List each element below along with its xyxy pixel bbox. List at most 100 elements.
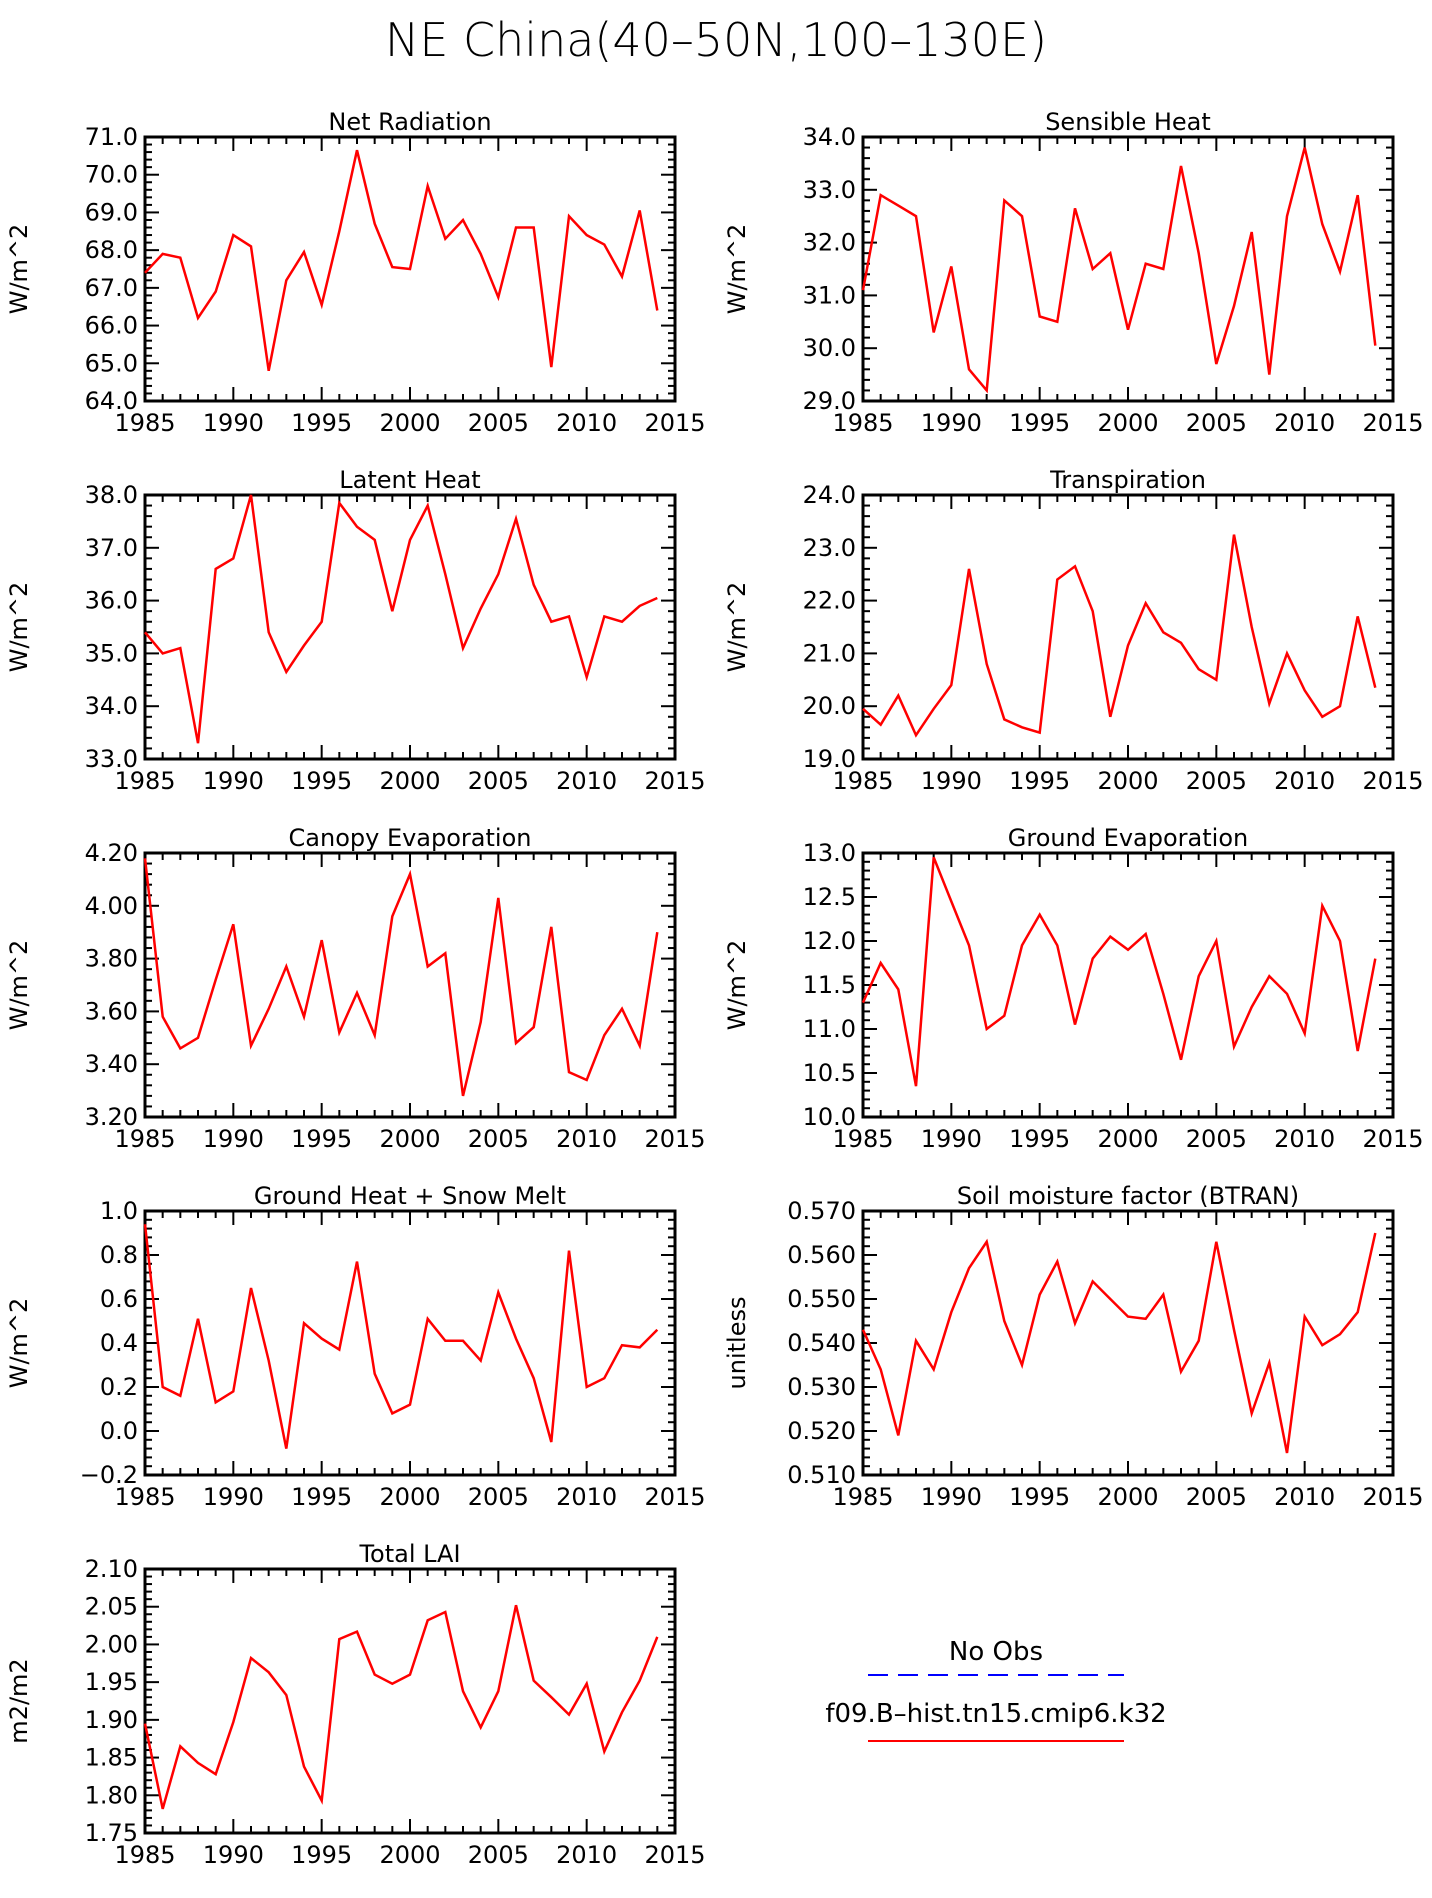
chart-3-title: Transpiration: [1049, 466, 1206, 494]
chart-3-xtick-label: 1990: [921, 767, 982, 795]
chart-7-xtick-label: 2015: [1362, 1483, 1423, 1511]
chart-6-ytick-label: −0.2: [80, 1461, 138, 1489]
chart-7-xtick-label: 2010: [1274, 1483, 1335, 1511]
chart-8-xtick-label: 1990: [203, 1841, 264, 1869]
chart-3-xtick-label: 2005: [1186, 767, 1247, 795]
chart-4-ytick-label: 3.80: [85, 945, 138, 973]
chart-2-ytick-label: 34.0: [85, 692, 138, 720]
chart-0-series-0-line: [144, 149, 659, 372]
chart-3-ytick-label: 19.0: [803, 745, 856, 773]
chart-5-ytick-label: 11.0: [803, 1015, 856, 1043]
chart-0-xtick-label: 2005: [468, 409, 529, 437]
chart-5-xtick-label: 2000: [1097, 1125, 1158, 1153]
chart-5-frame: [861, 851, 1395, 1119]
chart-6-ytick-label: 0.2: [100, 1373, 138, 1401]
chart-7-ytick-label: 0.520: [787, 1417, 856, 1445]
chart-4-frame: [143, 851, 677, 1119]
chart-4-ylabel: W/m^2: [5, 940, 33, 1031]
chart-0-ytick-label: 67.0: [85, 274, 138, 302]
chart-0-ytick-label: 69.0: [85, 198, 138, 226]
chart-3-xtick-label: 1995: [1009, 767, 1070, 795]
chart-8-ytick-label: 1.95: [85, 1668, 138, 1696]
chart-5-xtick-label: 1990: [921, 1125, 982, 1153]
chart-3-ylabel: W/m^2: [723, 582, 751, 673]
chart-3-ytick-label: 24.0: [803, 481, 856, 509]
chart-4-ytick-label: 3.40: [85, 1050, 138, 1078]
chart-0-ytick-label: 66.0: [85, 312, 138, 340]
chart-5-ytick-label: 10.0: [803, 1103, 856, 1131]
chart-5-ytick-label: 11.5: [803, 971, 856, 999]
chart-1-ytick-label: 33.0: [803, 176, 856, 204]
chart-4-ytick-label: 4.00: [85, 892, 138, 920]
chart-0-xtick-label: 2010: [556, 409, 617, 437]
chart-1-ytick-label: 30.0: [803, 334, 856, 362]
chart-2-ytick-label: 35.0: [85, 639, 138, 667]
panels: Net Radiation W/m^2 1985 1990 1995 2000 2005 20…: [5, 108, 1424, 1869]
chart-8-xtick-label: 1985: [114, 1841, 175, 1869]
chart-8-title: Total LAI: [358, 1540, 460, 1568]
chart-2-xtick-label: 2010: [556, 767, 617, 795]
chart-4-xtick-label: 2015: [644, 1125, 705, 1153]
chart-6-ylabel: W/m^2: [5, 1298, 33, 1389]
chart-5: Ground Evaporation W/m^2 1985 1990 1995 2000 2…: [723, 824, 1424, 1153]
chart-3-xtick-label: 2010: [1274, 767, 1335, 795]
chart-5-ytick-label: 13.0: [803, 839, 856, 867]
chart-3-ytick-label: 22.0: [803, 587, 856, 615]
chart-2-xtick-label: 1995: [291, 767, 352, 795]
chart-5-ytick-label: 12.5: [803, 883, 856, 911]
chart-8-ytick-label: 2.00: [85, 1630, 138, 1658]
chart-3-frame: [861, 493, 1395, 761]
chart-1-xtick-label: 2000: [1097, 409, 1158, 437]
chart-6-xtick-label: 1995: [291, 1483, 352, 1511]
chart-5-ylabel: W/m^2: [723, 940, 751, 1031]
chart-5-series-0-line: [861, 856, 1377, 1087]
chart-0-ytick-label: 65.0: [85, 349, 138, 377]
chart-5-title: Ground Evaporation: [1008, 824, 1248, 852]
legend: No Obs f09.B–hist.tn15.cmip6.k32: [825, 1637, 1167, 1742]
legend-obs-label: No Obs: [949, 1637, 1043, 1667]
chart-7-ytick-label: 0.510: [787, 1461, 856, 1489]
chart-1: Sensible Heat W/m^2 1985 1990 1995 2000 2005 20…: [723, 108, 1424, 437]
chart-4-xtick-label: 2005: [468, 1125, 529, 1153]
chart-4-ytick-label: 3.60: [85, 997, 138, 1025]
chart-2-xtick-label: 2005: [468, 767, 529, 795]
chart-1-xtick-label: 1990: [921, 409, 982, 437]
chart-1-xtick-label: 2005: [1186, 409, 1247, 437]
chart-6-title: Ground Heat + Snow Melt: [254, 1182, 566, 1210]
chart-8-xtick-label: 2000: [379, 1841, 440, 1869]
chart-3-xtick-label: 2015: [1362, 767, 1423, 795]
chart-6: Ground Heat + Snow Melt W/m^2 1985 1990 1995…: [5, 1182, 706, 1511]
chart-2-series-0-line: [144, 494, 658, 744]
chart-8-ytick-label: 1.80: [85, 1781, 138, 1809]
chart-7-ylabel: unitless: [723, 1297, 751, 1390]
chart-0-ytick-label: 64.0: [85, 387, 138, 415]
chart-2-xtick-label: 2015: [644, 767, 705, 795]
chart-7-xtick-label: 1985: [832, 1483, 893, 1511]
chart-6-ytick-label: 0.8: [100, 1241, 138, 1269]
chart-8-ytick-label: 1.90: [85, 1706, 138, 1734]
chart-2-ytick-label: 36.0: [85, 587, 138, 615]
chart-1-xtick-label: 2010: [1274, 409, 1335, 437]
chart-4-xtick-label: 1995: [291, 1125, 352, 1153]
chart-4-ytick-label: 4.20: [85, 839, 138, 867]
chart-2-title: Latent Heat: [339, 466, 480, 494]
chart-6-series-0-line: [143, 1224, 659, 1449]
chart-0-title: Net Radiation: [328, 108, 491, 136]
chart-0-ytick-label: 68.0: [85, 236, 138, 264]
chart-8-xtick-label: 2005: [468, 1841, 529, 1869]
chart-3-ytick-label: 23.0: [803, 534, 856, 562]
chart-5-xtick-label: 2010: [1274, 1125, 1335, 1153]
chart-0-ytick-label: 70.0: [85, 161, 138, 189]
chart-1-series-0-line: [861, 147, 1377, 394]
chart-7-xtick-label: 2000: [1097, 1483, 1158, 1511]
chart-4-xtick-label: 1985: [114, 1125, 175, 1153]
chart-2-xtick-label: 1985: [114, 767, 175, 795]
chart-2-xtick-label: 1990: [203, 767, 264, 795]
chart-6-xtick-label: 1985: [114, 1483, 175, 1511]
legend-model-label: f09.B–hist.tn15.cmip6.k32: [825, 1699, 1166, 1729]
chart-5-xtick-label: 1995: [1009, 1125, 1070, 1153]
chart-4: Canopy Evaporation W/m^2 1985 1990 1995 2000 2…: [5, 824, 706, 1153]
chart-2-xtick-label: 2000: [379, 767, 440, 795]
chart-8-ytick-label: 2.05: [85, 1593, 138, 1621]
